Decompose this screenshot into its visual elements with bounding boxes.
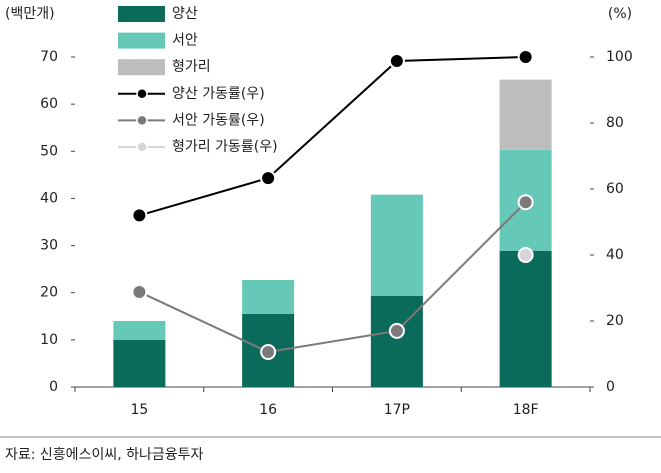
legend-marker — [136, 141, 148, 153]
x-tick-label: 16 — [259, 402, 277, 418]
y-tick-label: 70 — [40, 49, 58, 65]
legend-label: 서안 가동률(우) — [172, 112, 265, 128]
x-tick-label: 15 — [130, 402, 148, 418]
point — [260, 344, 277, 361]
bar — [499, 250, 552, 387]
y-tick-label: 30 — [40, 238, 58, 254]
y-tick-label: 40 — [40, 190, 58, 206]
legend-marker — [136, 88, 148, 100]
y-tick-label: 20 — [40, 285, 58, 301]
bar — [370, 296, 423, 387]
y-axis-label: (백만개) — [5, 6, 55, 22]
point — [388, 322, 405, 339]
y2-axis-label: (%) — [608, 6, 632, 22]
y2-tick-label: 100 — [606, 49, 633, 65]
point — [131, 283, 148, 300]
x-tick-label: 17P — [384, 402, 410, 418]
point — [517, 49, 534, 65]
line — [138, 201, 527, 354]
legend-swatch — [118, 6, 165, 22]
point — [517, 247, 534, 263]
y-tick-label: 60 — [40, 96, 58, 112]
bar — [370, 194, 423, 297]
point — [260, 170, 277, 187]
y2-tick-label: 0 — [606, 379, 615, 395]
source: 자료: 신흥에스이씨, 하나금융투자 — [5, 447, 204, 463]
point — [131, 207, 148, 224]
legend-label: 형가리 — [172, 59, 211, 75]
line — [139, 56, 526, 217]
x-tick-label: 18F — [513, 402, 539, 418]
legend-marker — [136, 114, 148, 127]
y2-tick-label: 20 — [606, 313, 624, 329]
legend-label: 형가리 가동률(우) — [172, 139, 278, 155]
bar — [242, 279, 295, 314]
bar — [499, 79, 552, 150]
legend-label: 양산 가동률(우) — [172, 86, 265, 102]
y2-tick-label: 80 — [606, 115, 624, 131]
legend-swatch — [118, 32, 165, 49]
bar — [113, 339, 166, 387]
y2-tick-label: 40 — [606, 247, 624, 263]
bar — [113, 321, 166, 340]
y-tick-label: 50 — [40, 143, 58, 159]
legend-swatch — [118, 59, 165, 76]
point — [388, 52, 405, 69]
y2-tick-label: 60 — [606, 181, 624, 197]
point — [517, 194, 534, 211]
y-tick-label: 10 — [40, 332, 58, 348]
legend-label: 양산 — [172, 6, 198, 22]
legend-label: 서안 — [172, 33, 198, 49]
y-tick-label: 0 — [49, 379, 58, 395]
